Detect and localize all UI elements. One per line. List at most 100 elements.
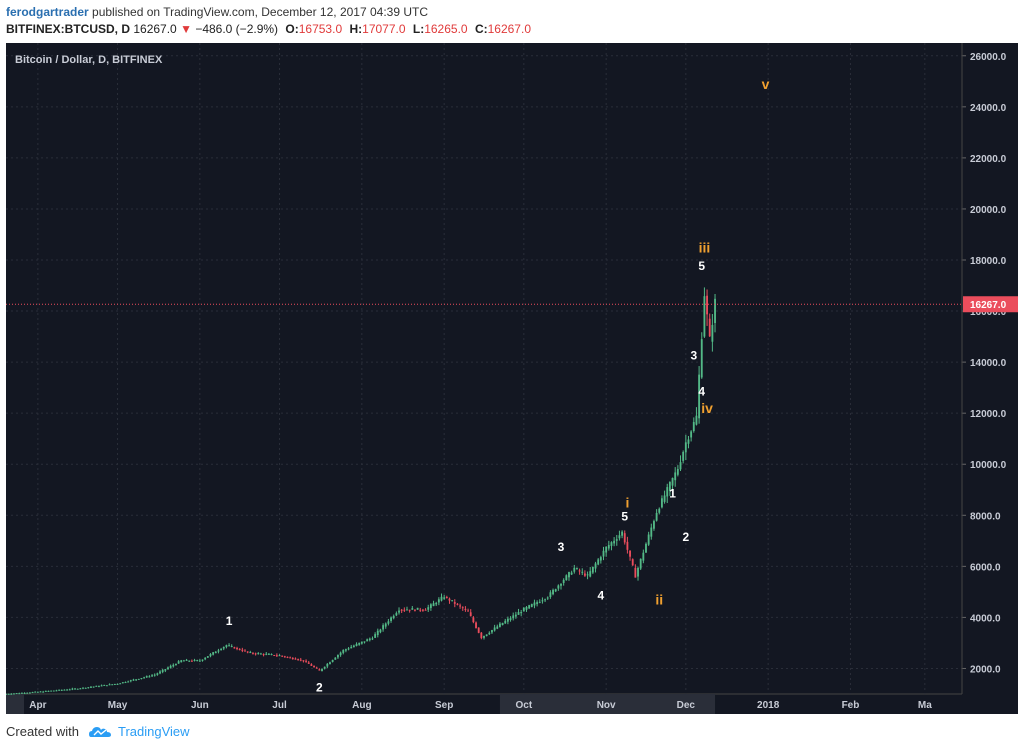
candle-body	[544, 599, 547, 601]
candle-body	[634, 567, 637, 578]
candle-body	[435, 602, 438, 605]
candle-body	[161, 669, 164, 673]
candle-body	[443, 597, 446, 599]
candle-body	[230, 646, 233, 648]
candle-body	[467, 610, 469, 612]
wave-label: 2	[682, 530, 689, 544]
candle-body	[58, 689, 61, 691]
candle-body	[618, 535, 621, 539]
candle-body	[642, 552, 645, 561]
tradingview-logo-icon[interactable]	[88, 723, 112, 739]
candle-body	[283, 656, 286, 658]
x-axis-scroll-left	[6, 694, 24, 714]
candle-body	[368, 638, 371, 641]
candle-body	[252, 653, 254, 655]
candle-body	[475, 622, 477, 628]
candle-body	[554, 589, 557, 592]
candle-body	[132, 679, 135, 681]
candle-body	[164, 669, 167, 671]
candle-body	[483, 635, 485, 638]
candle-body	[6, 693, 7, 695]
candle-body	[100, 685, 103, 687]
candle-body	[358, 642, 361, 645]
candle-body	[445, 596, 448, 598]
candle-body	[326, 663, 329, 667]
candle-body	[44, 690, 47, 692]
candle-body	[695, 415, 698, 425]
candle-body	[52, 690, 55, 692]
candle-body	[621, 531, 624, 536]
down-arrow-icon: ▼	[180, 22, 192, 36]
candle-body	[400, 609, 403, 611]
candle-body	[565, 575, 568, 581]
last-price-label: 16267.0	[970, 300, 1007, 311]
candle-body	[560, 583, 562, 586]
candle-body	[568, 572, 570, 578]
candle-body	[137, 678, 140, 680]
candle-body	[437, 599, 440, 603]
candle-body	[525, 606, 528, 610]
candle-body	[414, 609, 416, 611]
candle-body	[376, 630, 379, 636]
candle-body	[687, 439, 690, 444]
candle-body	[307, 662, 310, 664]
x-tick-label: Apr	[29, 700, 46, 711]
candle-body	[692, 422, 695, 432]
candle-body	[278, 655, 281, 657]
candle-body	[151, 675, 153, 677]
wave-label: 1	[226, 614, 233, 628]
candle-body	[68, 689, 71, 691]
candle-body	[506, 618, 509, 622]
candle-body	[496, 626, 499, 629]
candle-body	[363, 641, 366, 643]
candle-body	[390, 617, 392, 621]
candle-body	[331, 659, 334, 662]
candle-body	[198, 660, 201, 662]
candle-body	[491, 630, 493, 633]
price-chart[interactable]: 2000.0 4000.0 6000.0 8000.0 10000.0 12000.0 14…	[6, 43, 1018, 714]
candle-body	[570, 572, 573, 575]
candle-body	[113, 683, 116, 685]
y-tick-label: 12000.0	[970, 409, 1007, 420]
candle-body	[185, 659, 188, 661]
candle-body	[456, 603, 459, 605]
candle-body	[103, 684, 106, 686]
candle-body	[148, 676, 151, 678]
candle-body	[159, 671, 161, 674]
symbol-info: BITFINEX:BTCUSD, D 16267.0 ▼ −486.0 (−2.…	[6, 22, 531, 36]
candle-body	[581, 571, 584, 573]
author-link[interactable]: ferodgartrader	[6, 5, 89, 19]
x-tick-label: Feb	[842, 700, 860, 711]
candle-body	[602, 550, 605, 557]
candle-body	[121, 682, 124, 684]
candle-body	[291, 657, 294, 659]
candle-body	[459, 605, 462, 607]
candle-body	[238, 648, 241, 650]
candle-body	[448, 598, 451, 601]
candle-body	[594, 563, 597, 569]
chart-canvas[interactable]: 2000.04000.06000.08000.010000.012000.014…	[6, 43, 1018, 714]
candle-body	[212, 652, 215, 655]
y-tick-label: 18000.0	[970, 256, 1007, 267]
candle-body	[55, 690, 58, 692]
candle-body	[605, 546, 608, 553]
open-value: 16753.0	[298, 22, 343, 36]
candle-body	[119, 683, 122, 685]
candle-body	[384, 623, 387, 627]
candle-body	[488, 632, 491, 635]
candle-body	[557, 585, 560, 589]
candle-body	[108, 684, 111, 686]
candle-body	[562, 579, 565, 583]
candle-body	[631, 559, 634, 566]
candle-body	[666, 487, 669, 497]
candle-body	[366, 639, 369, 642]
candle-body	[209, 653, 212, 657]
candle-body	[352, 645, 355, 648]
wave-label: 3	[558, 540, 565, 554]
publish-info: ferodgartrader published on TradingView.…	[6, 5, 428, 19]
wave-label: v	[762, 76, 770, 92]
tradingview-brand-link[interactable]: TradingView	[118, 724, 190, 739]
wave-label: 2	[316, 680, 323, 694]
candle-body	[419, 609, 422, 611]
candle-body	[538, 601, 541, 603]
